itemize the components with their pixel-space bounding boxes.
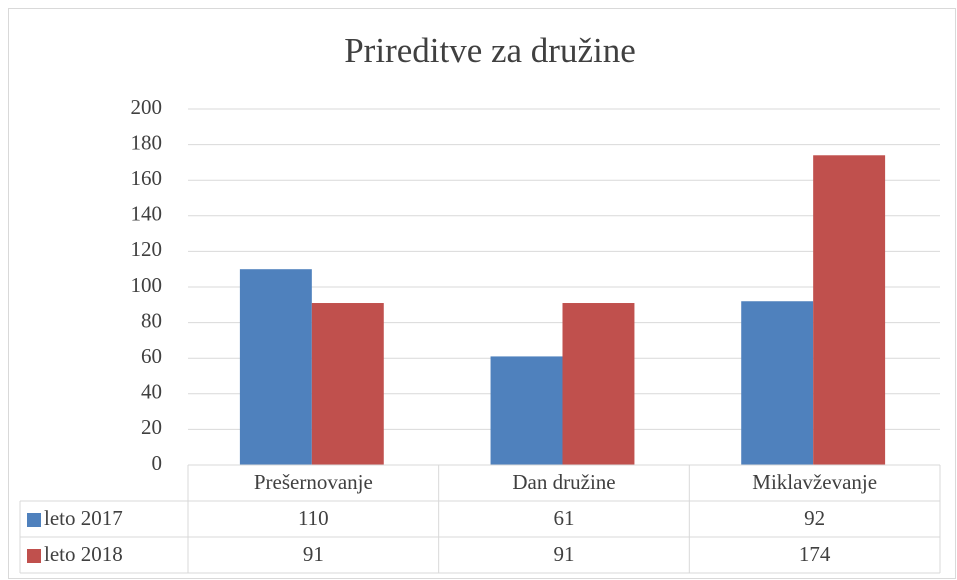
x-tick-label: Dan družine: [512, 470, 615, 494]
table-value: 61: [554, 506, 575, 530]
x-tick-label: Prešernovanje: [254, 470, 373, 494]
y-tick-label: 80: [141, 308, 162, 332]
legend-label: leto 2017: [44, 506, 123, 530]
y-tick-label: 120: [131, 237, 163, 261]
y-tick-label: 180: [131, 130, 163, 154]
table-value: 110: [298, 506, 329, 530]
chart-title: Prireditve za družine: [344, 31, 636, 70]
y-tick-label: 0: [152, 451, 163, 475]
y-tick-label: 200: [131, 95, 163, 119]
y-tick-label: 60: [141, 344, 162, 368]
bar: [239, 269, 312, 465]
bar: [813, 155, 886, 465]
legend-key: [27, 549, 41, 563]
y-tick-label: 40: [141, 380, 162, 404]
bar: [562, 303, 635, 465]
table-value: 174: [799, 542, 831, 566]
legend-label: leto 2018: [44, 542, 123, 566]
chart-border: [8, 8, 956, 579]
bar: [311, 303, 384, 465]
legend-key: [27, 513, 41, 527]
y-tick-label: 140: [131, 202, 163, 226]
y-tick-label: 20: [141, 415, 162, 439]
table-value: 91: [303, 542, 324, 566]
y-tick-label: 160: [131, 166, 163, 190]
table-value: 91: [554, 542, 575, 566]
table-value: 92: [804, 506, 825, 530]
bar: [490, 356, 563, 465]
x-tick-label: Miklavževanje: [752, 470, 877, 494]
y-tick-label: 100: [131, 273, 163, 297]
bar: [741, 301, 814, 465]
